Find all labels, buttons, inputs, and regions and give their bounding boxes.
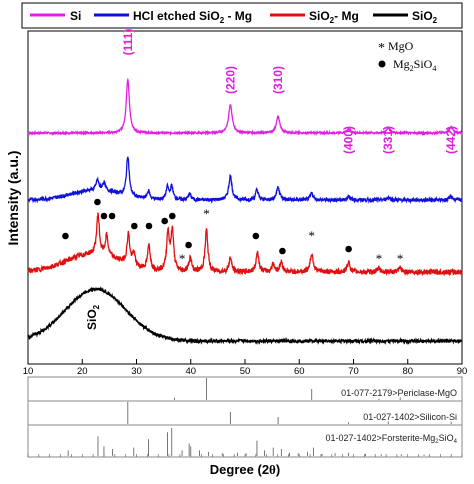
legend-label-hcl-etched-text: HCl etched SiO xyxy=(133,9,220,23)
series-line-0 xyxy=(27,77,463,137)
legend-label-hcl-etched: HCl etched SiO2 - Mg xyxy=(133,9,252,25)
x-axis-label-main: Degree (2 xyxy=(210,462,269,477)
ref-panel-silicon xyxy=(27,400,463,426)
marker-legend: * MgO Mg2SiO4 xyxy=(378,39,436,73)
ref-label-forsterite-mid: SiO xyxy=(439,433,454,443)
mg2sio4-dot-marker xyxy=(169,212,176,220)
marker-legend-star-label: MgO xyxy=(388,39,414,53)
mg2sio4-dot-marker xyxy=(108,212,116,220)
mgo-star-marker: * xyxy=(203,206,210,221)
mgo-star-marker: * xyxy=(397,251,404,266)
marker-layer: * * * * * xyxy=(62,198,404,266)
mg2sio4-dot-marker xyxy=(94,198,101,206)
x-tick-label: 10 xyxy=(23,366,34,377)
legend-label-sio2-mg: SiO2- Mg xyxy=(309,9,359,25)
peak-label-2: (310) xyxy=(271,66,285,94)
x-axis-label: Degree (2θ) xyxy=(210,462,280,477)
x-tick-label: 80 xyxy=(402,366,413,377)
marker-legend-dot-sub2: 4 xyxy=(432,64,436,73)
sio2-hump-annotation-text: SiO xyxy=(85,309,99,330)
ref-label-forsterite-sub: 2 xyxy=(435,439,439,445)
legend-label-sio2-sub: 2 xyxy=(433,16,438,25)
x-tick-layer: 10 20 30 40 50 60 70 80 90 xyxy=(23,359,468,377)
mg2sio4-dot-marker xyxy=(252,232,260,240)
series-line-2 xyxy=(27,212,463,277)
mgo-star-marker: * xyxy=(308,228,315,243)
mg2sio4-dot-marker xyxy=(131,222,138,230)
peak-label-1: (220) xyxy=(223,66,237,94)
mg2sio4-dot-marker xyxy=(145,222,153,230)
reference-pattern-layer: 01-077-2179>Periclase-MgO 01-027-1402>Si… xyxy=(27,376,463,458)
ref-panel-forsterite xyxy=(27,424,463,458)
y-axis-label: Intensity (a.u.) xyxy=(5,151,21,246)
legend-entry-hcl-etched: HCl etched SiO2 - Mg xyxy=(94,9,252,25)
marker-legend-dot-sub1: 2 xyxy=(410,64,414,73)
peak-label-3: (400) xyxy=(342,126,356,154)
legend-entry-sio2: SiO2 xyxy=(373,9,438,25)
peak-label-layer: (111) (220) (310) (400) (331) (442) xyxy=(121,29,458,154)
legend-label-sio2-mg-sub: 2 xyxy=(330,16,335,25)
mg2sio4-dot-marker xyxy=(100,212,108,220)
legend-label-hcl-etched-after: - Mg xyxy=(224,9,252,23)
legend-entry-sio2-mg: SiO2- Mg xyxy=(270,9,359,25)
peak-label-0: (111) xyxy=(121,29,135,56)
mg2sio4-dot-marker xyxy=(62,232,69,240)
x-tick-label: 70 xyxy=(348,366,359,377)
marker-legend-dot-label: Mg2SiO4 xyxy=(393,57,436,73)
peak-label-4: (331) xyxy=(381,126,395,154)
series-line-3 xyxy=(27,286,463,346)
marker-legend-dot-mid: SiO xyxy=(414,57,433,71)
legend: Si HCl etched SiO2 - Mg SiO2- Mg SiO2 xyxy=(21,2,463,29)
ref-label-periclase: 01-077-2179>Periclase-MgO xyxy=(341,388,457,398)
ref-label-silicon: 01-027-1402>Silicon-Si xyxy=(363,412,457,422)
legend-label-hcl-etched-sub: 2 xyxy=(220,16,225,25)
x-tick-label: 40 xyxy=(185,366,196,377)
mgo-star-marker: * xyxy=(376,251,383,266)
series-line-1 xyxy=(27,155,463,205)
legend-label-sio2-mg-after: - Mg xyxy=(334,9,359,23)
x-tick-label: 30 xyxy=(131,366,142,377)
mgo-star-marker: * xyxy=(179,251,186,266)
x-tick-label: 20 xyxy=(77,366,88,377)
legend-label-si-text: Si xyxy=(70,9,81,23)
legend-label-si: Si xyxy=(70,9,81,23)
x-tick-label: 50 xyxy=(240,366,251,377)
sio2-hump-annotation: SiO2 xyxy=(85,304,101,330)
legend-label-sio2: SiO2 xyxy=(412,9,438,25)
mg2sio4-dot-marker xyxy=(345,245,352,253)
ref-label-forsterite-main: 01-027-1402>Forsterite-Mg xyxy=(325,433,435,443)
x-axis-label-close: ) xyxy=(276,462,280,477)
sio2-hump-annotation-sub: 2 xyxy=(92,304,101,309)
mg2sio4-dot-marker xyxy=(161,217,169,225)
x-tick-label: 60 xyxy=(294,366,305,377)
mg2sio4-dot-marker xyxy=(279,247,286,255)
legend-entry-si: Si xyxy=(30,9,81,23)
legend-label-sio2-mg-text: SiO xyxy=(309,9,330,23)
mg2sio4-dot-marker xyxy=(185,241,192,249)
legend-label-sio2-text: SiO xyxy=(412,9,433,23)
ref-label-forsterite: 01-027-1402>Forsterite-Mg2SiO4 xyxy=(325,433,457,445)
series-layer xyxy=(27,77,463,346)
marker-legend-dot-mg: Mg xyxy=(393,57,410,71)
ref-label-forsterite-sub2: 4 xyxy=(454,439,458,445)
marker-legend-dot xyxy=(378,60,386,68)
x-axis-label-theta: θ xyxy=(269,462,276,477)
x-tick-label: 90 xyxy=(457,366,468,377)
marker-legend-star-symbol: * xyxy=(378,41,385,56)
ref-panel-periclase xyxy=(27,376,463,402)
peak-label-5: (442) xyxy=(444,126,458,154)
